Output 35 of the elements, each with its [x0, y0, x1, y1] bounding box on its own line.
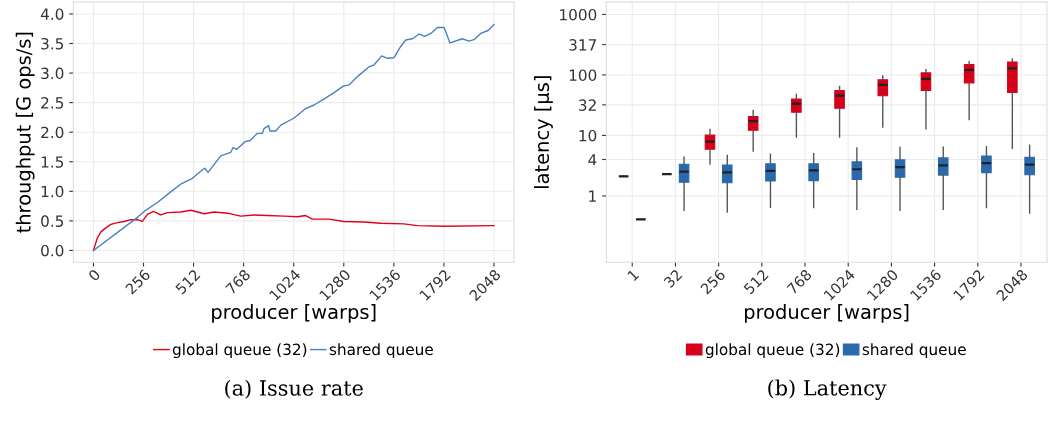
legend-label: global queue (32) — [705, 343, 840, 359]
y-tick-label: 4 — [588, 154, 597, 166]
y-axis-title: throughput [G ops/s] — [15, 32, 35, 233]
y-tick-label: 1000 — [560, 8, 597, 21]
x-tick-label: 512 — [174, 269, 201, 295]
y-tick-label: 2.0 — [41, 126, 64, 139]
y-tick-label: 100 — [569, 69, 597, 81]
y-tick-label: 4.0 — [40, 8, 64, 20]
x-axis-title: producer [warps] — [212, 304, 376, 323]
y-tick-label: 0.0 — [41, 244, 64, 257]
text: (a) Issue rate — [225, 379, 363, 399]
x-axis-title: producer [warps] — [745, 304, 909, 323]
y-tick-label: 0.5 — [41, 215, 64, 227]
y-tick-label: 3.5 — [41, 37, 64, 50]
y-axis-title: latency [µs] — [534, 76, 553, 188]
legend-label: global queue (32) — [172, 343, 307, 359]
x-tick-label: 32 — [663, 269, 683, 289]
y-tick-label: 3.0 — [41, 67, 64, 80]
y-tick-label: 1.5 — [41, 156, 64, 168]
line-series — [92, 23, 495, 252]
y-tick-label: 1 — [589, 190, 596, 202]
y-tick-label: 10 — [579, 129, 597, 142]
y-tick-label: 2.5 — [41, 97, 64, 109]
y-tick-label: 1.0 — [41, 185, 64, 198]
line-series — [92, 209, 495, 252]
x-tick-label: 768 — [225, 268, 251, 295]
x-tick-label: 768 — [786, 268, 813, 295]
legend-label: shared queue — [862, 343, 966, 359]
text: (b) Latency — [768, 379, 887, 400]
x-tick-label: 0 — [87, 268, 101, 282]
legend-label: shared queue — [329, 343, 433, 359]
y-tick-label: 32 — [579, 99, 596, 111]
y-tick-label: 317 — [569, 39, 596, 51]
x-tick-label: 512 — [743, 269, 769, 295]
x-tick-label: 1 — [627, 269, 640, 282]
